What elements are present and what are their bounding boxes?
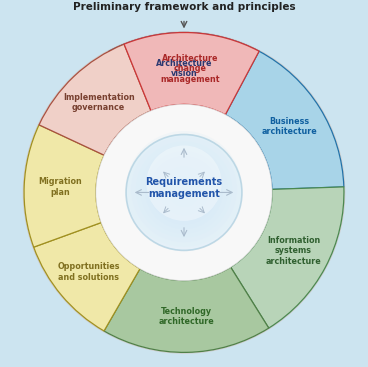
Text: Implementation
governance: Implementation governance xyxy=(63,93,135,112)
Text: Preliminary framework and principles: Preliminary framework and principles xyxy=(73,2,295,12)
Wedge shape xyxy=(39,44,151,155)
Text: Opportunities
and solutions: Opportunities and solutions xyxy=(58,262,120,282)
Text: Migration
plan: Migration plan xyxy=(38,177,82,197)
Text: Architecture
vision: Architecture vision xyxy=(156,59,212,78)
Circle shape xyxy=(126,131,242,247)
Ellipse shape xyxy=(0,0,368,128)
Text: Information
systems
architecture: Information systems architecture xyxy=(266,236,321,266)
Circle shape xyxy=(140,146,228,233)
Circle shape xyxy=(173,181,195,202)
Circle shape xyxy=(150,156,218,225)
Circle shape xyxy=(96,104,272,280)
Circle shape xyxy=(146,145,222,221)
Text: Architecture
change
management: Architecture change management xyxy=(161,54,220,84)
Text: Business
architecture: Business architecture xyxy=(261,117,317,137)
Circle shape xyxy=(126,134,242,250)
Circle shape xyxy=(135,141,233,238)
Text: Technology
architecture: Technology architecture xyxy=(158,307,214,326)
Circle shape xyxy=(145,151,223,229)
Wedge shape xyxy=(225,51,344,189)
Circle shape xyxy=(23,32,345,353)
Wedge shape xyxy=(24,125,104,247)
Wedge shape xyxy=(34,222,140,331)
Circle shape xyxy=(164,171,204,211)
Circle shape xyxy=(159,166,209,216)
Wedge shape xyxy=(109,33,259,115)
Text: Requirements
management: Requirements management xyxy=(145,177,223,199)
Wedge shape xyxy=(104,267,269,352)
Circle shape xyxy=(178,186,190,198)
Circle shape xyxy=(155,161,213,220)
Circle shape xyxy=(131,136,237,243)
Circle shape xyxy=(169,176,199,207)
Wedge shape xyxy=(124,33,259,115)
Wedge shape xyxy=(231,187,344,328)
